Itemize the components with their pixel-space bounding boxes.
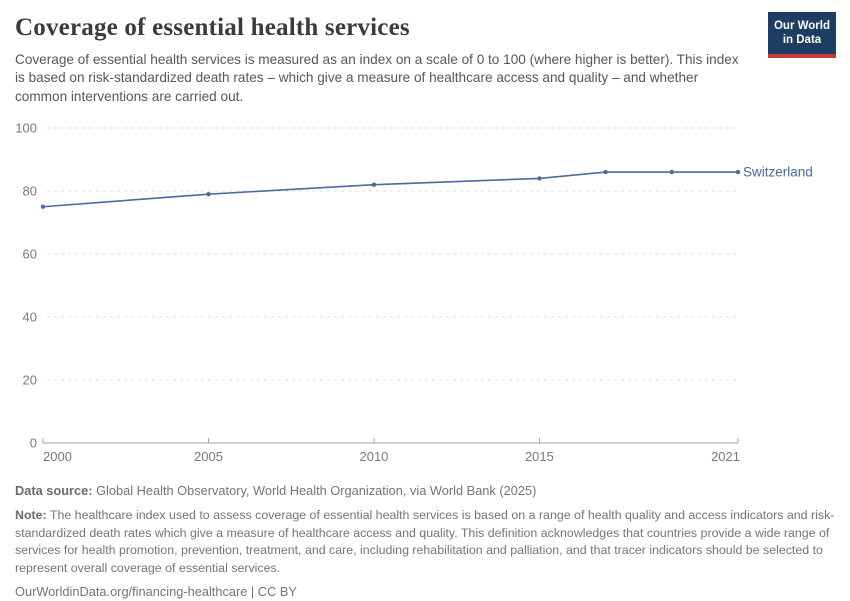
attribution-link[interactable]: OurWorldinData.org/financing-healthcare … — [15, 584, 297, 600]
owid-logo-line2: in Data — [782, 34, 822, 47]
data-point-Switzerland-2000[interactable] — [40, 204, 46, 209]
chart-svg: 0 20 40 60 80 100 2000 2005 2010 2015 2021 Switzerl… — [15, 121, 813, 465]
data-point-Switzerland-2005[interactable] — [206, 191, 211, 197]
x-tick-label-2000: 2000 — [43, 449, 72, 464]
note-line: Note: The healthcare index used to asses… — [15, 507, 837, 577]
owid-logo[interactable]: Our World in Data — [768, 12, 836, 58]
line-chart: 0 20 40 60 80 100 2000 2005 2010 2015 2021 Switzerl… — [0, 110, 850, 478]
chart-footer: Data source: Global Health Observatory, … — [15, 482, 837, 601]
x-tick-label-2010: 2010 — [359, 449, 388, 464]
data-point-Switzerland-2021[interactable] — [735, 169, 741, 175]
x-tick-label-2021: 2021 — [711, 449, 740, 464]
page-subtitle: Coverage of essential health services is… — [15, 51, 739, 105]
owid-logo-red-bar — [768, 53, 836, 58]
note-text: The healthcare index used to assess cove… — [15, 507, 835, 575]
page-title: Coverage of essential health services — [15, 14, 410, 41]
data-source-label: Data source: — [15, 483, 93, 498]
note-label: Note: — [15, 507, 47, 522]
owid-logo-text: Our World in Data — [768, 12, 836, 54]
header: Coverage of essential health services Co… — [15, 14, 835, 107]
y-tick-label-40: 40 — [23, 310, 37, 325]
x-tick-label-2015: 2015 — [525, 449, 554, 464]
data-point-Switzerland-2019[interactable] — [669, 169, 675, 175]
owid-logo-line1: Our World — [773, 20, 830, 32]
y-tick-label-20: 20 — [23, 373, 37, 388]
series-line-Switzerland[interactable] — [42, 171, 738, 208]
data-source-text: Global Health Observatory, World Health … — [96, 483, 537, 498]
series-end-label[interactable]: Switzerland — [743, 165, 813, 180]
y-tick-label-0: 0 — [30, 436, 37, 451]
y-tick-label-100: 100 — [15, 121, 37, 136]
y-tick-label-60: 60 — [23, 247, 37, 262]
x-tick-label-2005: 2005 — [194, 449, 223, 464]
data-point-Switzerland-2010[interactable] — [371, 182, 377, 187]
data-source-line: Data source: Global Health Observatory, … — [15, 482, 837, 500]
y-tick-label-80: 80 — [23, 184, 37, 199]
data-point-Switzerland-2015[interactable] — [537, 176, 542, 181]
data-point-Switzerland-2017[interactable] — [603, 169, 608, 175]
